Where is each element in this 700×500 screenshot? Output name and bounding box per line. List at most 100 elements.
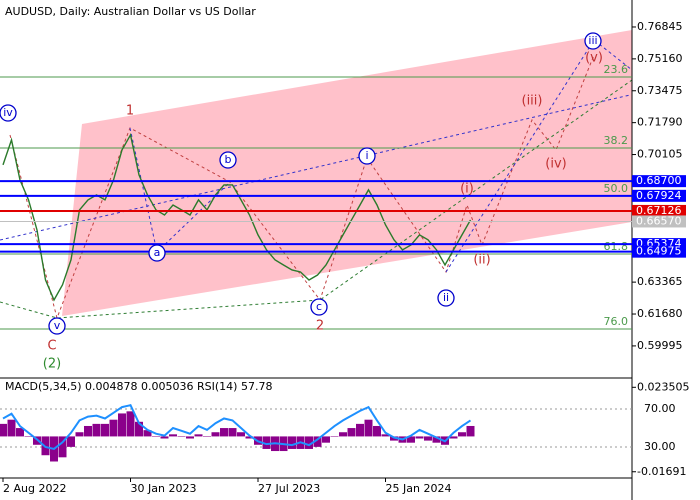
macd-bar	[220, 428, 228, 437]
macd-bar	[143, 430, 152, 437]
macd-bar	[169, 434, 177, 437]
macd-bar	[67, 436, 75, 447]
macd-bar	[194, 434, 203, 437]
wave-label: a	[154, 246, 161, 259]
macd-bar	[16, 428, 24, 437]
y-tick-label: 70.00	[644, 402, 676, 415]
level-tag	[632, 204, 686, 217]
x-tick-label: 2 Aug 2022	[3, 482, 66, 495]
macd-bar	[322, 436, 330, 443]
y2-tick-label: -0.01691	[637, 465, 686, 478]
wave-circle	[437, 289, 455, 307]
price-line	[2, 133, 472, 302]
y2-tick-label: 0.023505	[637, 380, 690, 393]
macd-bar	[75, 432, 84, 437]
macd-bar	[288, 436, 296, 449]
macd-bar	[381, 434, 390, 437]
macd-bar	[407, 436, 415, 443]
wave-label: (ii)	[473, 253, 490, 268]
fib-label: 50.0	[604, 182, 629, 195]
wave-label: ii	[443, 291, 449, 304]
macd-bar	[466, 425, 475, 437]
level-label: 0.67126	[636, 204, 682, 217]
level-tag	[632, 215, 686, 228]
wave-label: iii	[588, 34, 597, 47]
macd-bar	[373, 425, 381, 437]
wave-circle	[219, 151, 237, 169]
macd-bar	[364, 419, 373, 437]
macd-bar	[0, 423, 7, 437]
wave-circle	[148, 244, 166, 262]
level-label: 0.67924	[636, 189, 682, 202]
fib-label: 76.0	[604, 315, 629, 328]
wave-label: (v)	[585, 51, 603, 66]
macd-bar	[58, 436, 67, 458]
wave-label: iv	[3, 106, 13, 119]
macd-bar	[330, 436, 339, 437]
x-tick-label: 25 Jan 2024	[386, 482, 452, 495]
y-tick-label: 0.59995	[637, 339, 683, 352]
wave-label: c	[316, 300, 322, 313]
macd-bar	[339, 432, 347, 437]
rsi-line	[2, 404, 472, 450]
macd-bar	[424, 436, 432, 441]
wave-circle	[584, 32, 602, 50]
level-tag	[632, 175, 686, 188]
macd-bar	[313, 436, 322, 447]
macd-bar	[101, 423, 109, 437]
macd-bar	[7, 419, 16, 437]
macd-bar	[203, 436, 211, 437]
macd-bar	[135, 421, 143, 437]
wave-label: i	[365, 149, 368, 162]
wave-label: C	[47, 339, 56, 354]
wave-circle	[48, 317, 66, 335]
level-tag	[632, 245, 686, 258]
y-tick-label: 0.61680	[637, 307, 683, 320]
macd-bar	[245, 436, 254, 439]
macd-bar	[237, 432, 245, 437]
macd-bar	[458, 432, 466, 437]
macd-bar	[347, 428, 356, 437]
macd-bar	[118, 413, 126, 437]
y-tick-label: 30.00	[644, 440, 676, 453]
macd-bar	[160, 436, 169, 439]
wave-label: 1	[126, 104, 134, 119]
y-tick-label: 0.71790	[637, 116, 683, 129]
macd-bar	[415, 436, 424, 439]
indicator-title: MACD(5,34,5) 0.004878 0.005036 RSI(14) 5…	[5, 380, 272, 393]
level-label: 0.68700	[636, 174, 682, 187]
macd-bar	[262, 436, 271, 449]
macd-bar	[186, 436, 194, 439]
wave-label: (iv)	[545, 157, 566, 172]
wave-circle	[0, 104, 17, 122]
macd-bar	[356, 423, 364, 437]
wave-label: b	[225, 153, 232, 166]
wave-label: v	[54, 319, 61, 332]
fib-label: 38.2	[604, 134, 629, 147]
wave-label: (2)	[43, 357, 61, 372]
macd-bar	[211, 432, 220, 437]
level-label: 0.64975	[636, 245, 682, 258]
level-tag	[632, 189, 686, 202]
y-tick-label: 0.75160	[637, 52, 683, 65]
macd-bar	[24, 436, 33, 437]
macd-bar	[109, 419, 118, 437]
wave-label: (iii)	[522, 94, 543, 109]
x-tick-label: 30 Jan 2023	[131, 482, 197, 495]
y-tick-label: 0.70105	[637, 148, 683, 161]
y-tick-label: 0.63365	[637, 275, 683, 288]
fib-label: 23.6	[604, 63, 629, 76]
wave-circle	[310, 298, 328, 316]
macd-bar	[126, 411, 135, 437]
macd-bar	[177, 436, 186, 437]
x-tick-label: 27 Jul 2023	[258, 482, 320, 495]
wave-label: (i)	[460, 182, 474, 197]
y-tick-label: 0.76845	[637, 20, 683, 33]
macd-bar	[449, 436, 458, 439]
macd-bar	[432, 436, 441, 443]
macd-bar	[228, 428, 237, 437]
macd-bar	[305, 436, 313, 449]
wave-label: 2	[316, 319, 324, 334]
macd-bar	[84, 425, 92, 437]
